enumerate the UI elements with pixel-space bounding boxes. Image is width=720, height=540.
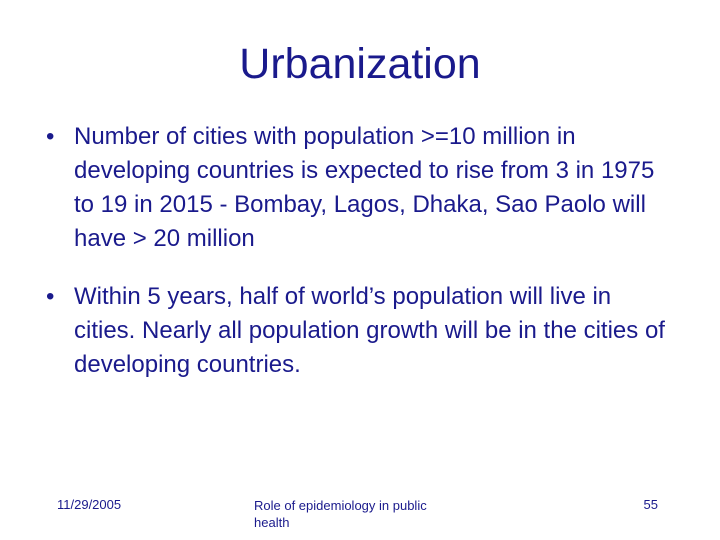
footer-title: Role of epidemiology in public health [254,498,427,530]
bullet-text: Within 5 years, half of world’s populati… [74,283,665,378]
bullet-marker: • [46,123,55,150]
bullet-text: Number of cities with population >=10 mi… [74,123,655,252]
footer-page-number: 55 [643,497,658,512]
bullet-item: • Within 5 years, half of world’s popula… [46,280,674,382]
bullet-marker: • [46,283,55,310]
footer-date: 11/29/2005 [57,497,122,512]
bullet-item: • Number of cities with population >=10 … [46,120,674,256]
slide-title: Urbanization [239,40,481,88]
